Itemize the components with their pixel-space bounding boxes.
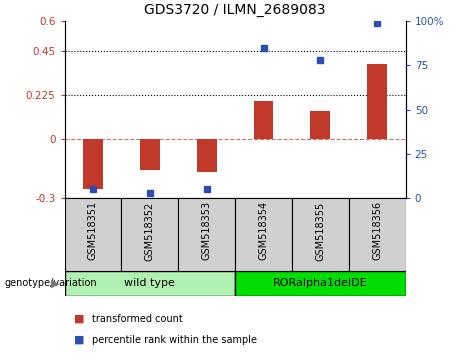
- Bar: [235, 198, 292, 271]
- Text: ■: ■: [74, 335, 84, 345]
- Text: transformed count: transformed count: [92, 314, 183, 324]
- Text: genotype/variation: genotype/variation: [5, 278, 97, 288]
- Bar: [197, 139, 217, 172]
- Text: GSM518354: GSM518354: [259, 201, 269, 261]
- Bar: [367, 63, 387, 139]
- Bar: [65, 198, 121, 271]
- Text: RORalpha1delDE: RORalpha1delDE: [273, 278, 368, 288]
- Text: GSM518353: GSM518353: [201, 201, 212, 261]
- Text: GSM518356: GSM518356: [372, 201, 382, 261]
- Bar: [140, 139, 160, 170]
- Bar: [65, 271, 235, 296]
- Bar: [178, 198, 235, 271]
- Bar: [83, 139, 103, 189]
- Text: ▶: ▶: [52, 278, 60, 288]
- Bar: [121, 198, 178, 271]
- Bar: [310, 111, 331, 139]
- Title: GDS3720 / ILMN_2689083: GDS3720 / ILMN_2689083: [144, 4, 326, 17]
- Text: ■: ■: [74, 314, 84, 324]
- Bar: [235, 271, 406, 296]
- Text: percentile rank within the sample: percentile rank within the sample: [92, 335, 257, 345]
- Text: GSM518352: GSM518352: [145, 201, 155, 261]
- Bar: [254, 101, 273, 139]
- Bar: [292, 198, 349, 271]
- Text: GSM518355: GSM518355: [315, 201, 325, 261]
- Text: GSM518351: GSM518351: [88, 201, 98, 261]
- Bar: [349, 198, 406, 271]
- Text: wild type: wild type: [124, 278, 175, 288]
